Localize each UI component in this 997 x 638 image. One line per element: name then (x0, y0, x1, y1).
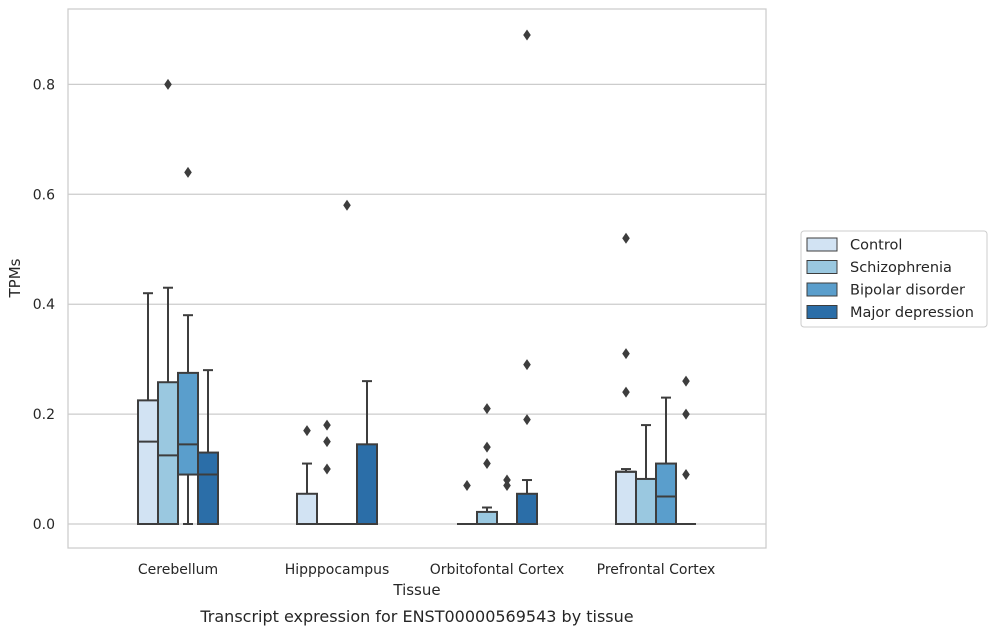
outlier-point (503, 480, 511, 492)
y-tick-label: 0.0 (33, 517, 55, 533)
box-bipolar-disorder (177, 314, 199, 525)
box-schizophrenia (476, 506, 498, 526)
y-tick-label: 0.8 (33, 77, 55, 93)
legend: Control Schizophrenia Bipolar disorder Majo… (800, 230, 988, 328)
box-major-depression (197, 369, 219, 525)
legend-label: Bipolar disorder (850, 283, 965, 299)
outlier-point (682, 408, 690, 420)
box-bipolar-disorder (655, 396, 677, 525)
outlier-point (622, 348, 630, 360)
box-body (137, 399, 159, 525)
outlier-point (523, 414, 531, 426)
outlier-point (682, 469, 690, 481)
outlier-point (682, 375, 690, 387)
outlier-point (303, 425, 311, 437)
box-major-depression (356, 380, 378, 526)
box-body (157, 381, 179, 525)
outlier-point (323, 436, 331, 448)
box-body (296, 492, 318, 525)
y-axis-ticks: 0.0 0.2 0.4 0.6 0.8 (33, 77, 55, 533)
x-axis-ticks: Cerebellum Hipppocampus Orbitofontal Corte… (138, 562, 715, 578)
outlier-point (523, 29, 531, 41)
legend-swatch (806, 237, 838, 252)
plot-area-frame (67, 8, 767, 549)
outlier-point (164, 78, 172, 90)
outlier-point (343, 199, 351, 211)
x-tick-label: Prefrontal Cortex (597, 562, 716, 578)
x-tick-label: Orbitofontal Cortex (430, 562, 565, 578)
legend-label: Schizophrenia (850, 260, 952, 276)
legend-label: Control (850, 238, 902, 254)
box-body (615, 470, 637, 525)
box-body (177, 371, 199, 476)
outlier-point (483, 458, 491, 470)
outlier-point (483, 441, 491, 453)
legend-frame (800, 230, 988, 328)
y-tick-label: 0.2 (33, 407, 55, 423)
box-schizophrenia (157, 286, 179, 525)
outlier-point (523, 359, 531, 371)
boxes (137, 286, 696, 526)
legend-swatch (806, 260, 838, 274)
y-tick-label: 0.6 (33, 187, 55, 203)
box-schizophrenia (635, 424, 657, 526)
outlier-point (323, 419, 331, 431)
box-body (516, 492, 538, 525)
x-tick-label: Cerebellum (138, 562, 218, 578)
legend-swatch (806, 282, 838, 297)
y-tick-label: 0.4 (33, 297, 55, 313)
legend-label: Major depression (850, 305, 974, 321)
box-body (476, 510, 498, 526)
box-major-depression (516, 479, 538, 525)
box-control (615, 468, 637, 525)
box-control (137, 292, 159, 525)
x-axis-label: Tissue (392, 581, 440, 599)
legend-swatch (806, 305, 838, 319)
outlier-point (184, 166, 192, 178)
box-control (296, 462, 318, 525)
y-axis-label: TPMs (6, 258, 24, 298)
chart-caption: Transcript expression for ENST0000056954… (199, 607, 633, 626)
box-body (197, 451, 219, 525)
outlier-point (323, 463, 331, 475)
outlier-point (463, 480, 471, 492)
box-body (356, 443, 378, 526)
box-body (635, 477, 657, 526)
box-body (655, 462, 677, 525)
outlier-point (622, 232, 630, 244)
outliers (164, 29, 690, 492)
outlier-point (483, 403, 491, 415)
outlier-point (622, 386, 630, 398)
x-tick-label: Hipppocampus (285, 562, 390, 578)
